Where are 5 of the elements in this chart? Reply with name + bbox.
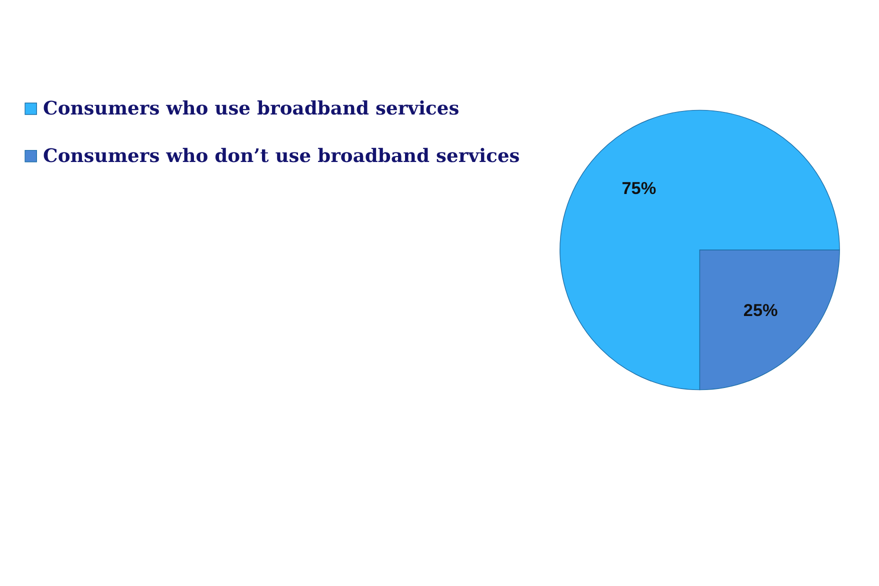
pie-slice (560, 110, 840, 390)
data-label: 75% (622, 178, 656, 198)
legend-label: Consumers who use broadband services (43, 97, 460, 120)
legend-label: Consumers who don’t use broadband services (43, 144, 520, 167)
data-label: 25% (743, 300, 778, 320)
